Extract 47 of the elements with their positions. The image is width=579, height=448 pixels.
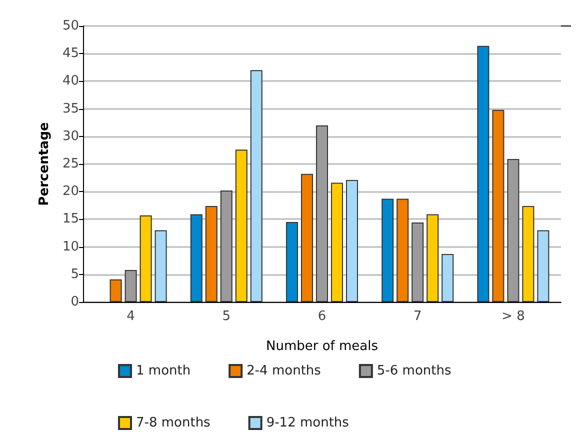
y-tick-label: 25 xyxy=(62,156,79,172)
legend-label: 7-8 months xyxy=(136,416,211,430)
bar xyxy=(442,254,454,302)
bar xyxy=(190,214,202,302)
bar xyxy=(477,46,490,302)
bar xyxy=(154,230,167,302)
bar xyxy=(346,180,358,302)
bar xyxy=(382,198,394,302)
legend-label: 9-12 months xyxy=(266,416,350,430)
y-tick-label: 0 xyxy=(70,294,79,310)
x-tick-label: 6 xyxy=(318,309,326,324)
bar xyxy=(537,230,550,302)
bar xyxy=(522,206,534,302)
y-tick-label: 15 xyxy=(62,212,79,227)
x-tick-label: 4 xyxy=(126,309,135,324)
x-tick-label: 5 xyxy=(222,309,231,324)
x-tick-label: > 8 xyxy=(502,309,525,324)
x-axis-title: Number of meals xyxy=(266,339,378,354)
bar xyxy=(301,174,313,302)
y-tick-label: 50 xyxy=(62,18,79,34)
y-axis-title: Percentage xyxy=(37,122,52,206)
bar xyxy=(220,190,232,302)
bar xyxy=(250,70,262,302)
bar xyxy=(396,198,409,302)
bar xyxy=(492,110,504,302)
y-tick-label: 20 xyxy=(62,184,79,200)
y-tick-label: 35 xyxy=(62,101,79,116)
bar xyxy=(205,206,218,302)
x-tick-label: 7 xyxy=(413,309,422,324)
bar xyxy=(331,182,343,302)
y-tick-label: 45 xyxy=(62,46,79,62)
bar xyxy=(316,125,328,302)
y-tick-label: 10 xyxy=(62,239,79,254)
bar xyxy=(412,222,424,302)
legend-label: 1 month xyxy=(136,364,191,378)
y-tick-label: 40 xyxy=(62,74,79,89)
bar xyxy=(426,214,439,302)
bar xyxy=(124,270,137,302)
bar xyxy=(140,215,152,302)
bar xyxy=(235,150,248,302)
bar xyxy=(286,222,298,302)
bar xyxy=(110,279,122,302)
y-tick-label: 30 xyxy=(62,128,79,144)
legend-label: 2-4 months xyxy=(246,364,322,378)
y-tick-label: 5 xyxy=(70,266,79,282)
legend-label: 5-6 months xyxy=(376,364,452,378)
bar xyxy=(507,159,520,302)
